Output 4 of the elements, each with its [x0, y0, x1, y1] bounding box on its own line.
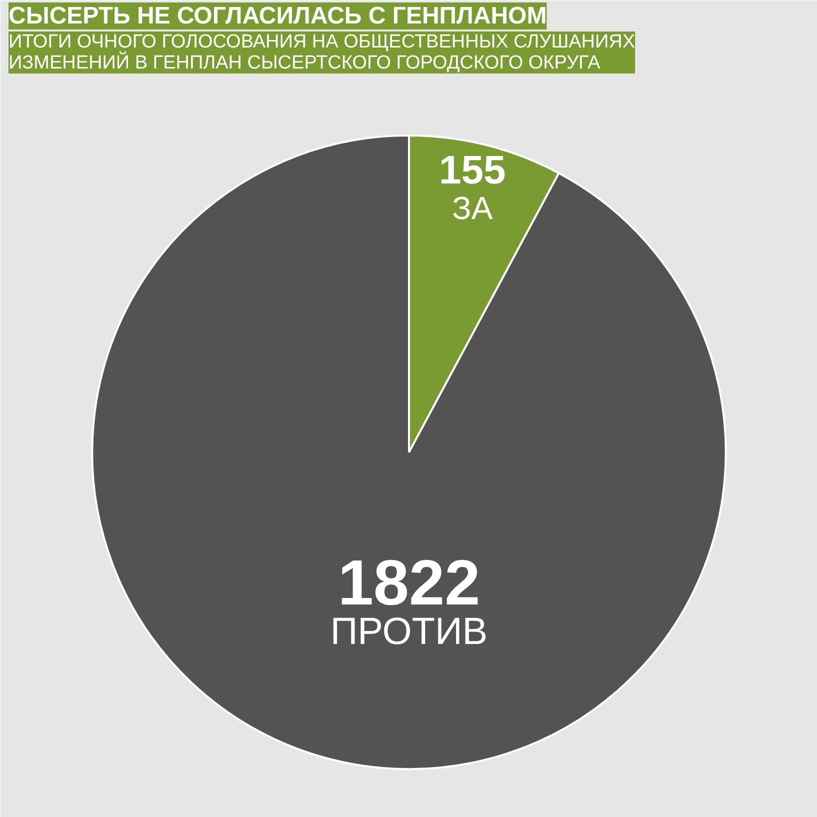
chart-subtitle: ИТОГИ ОЧНОГО ГОЛОСОВАНИЯ НА ОБЩЕСТВЕННЫХ СЛУШАНИЯХ ИЗМЕНЕНИЙ В ГЕНПЛАН СЫСЕРТСКОГО ГОРОДСКОГО ОКРУГА — [8, 32, 636, 74]
slice-label: ЗА — [452, 190, 494, 226]
chart-title: СЫСЕРТЬ НЕ СОГЛАСИЛАСЬ С ГЕНПЛАНОМ — [8, 2, 547, 30]
data-label: 155 — [438, 148, 506, 192]
